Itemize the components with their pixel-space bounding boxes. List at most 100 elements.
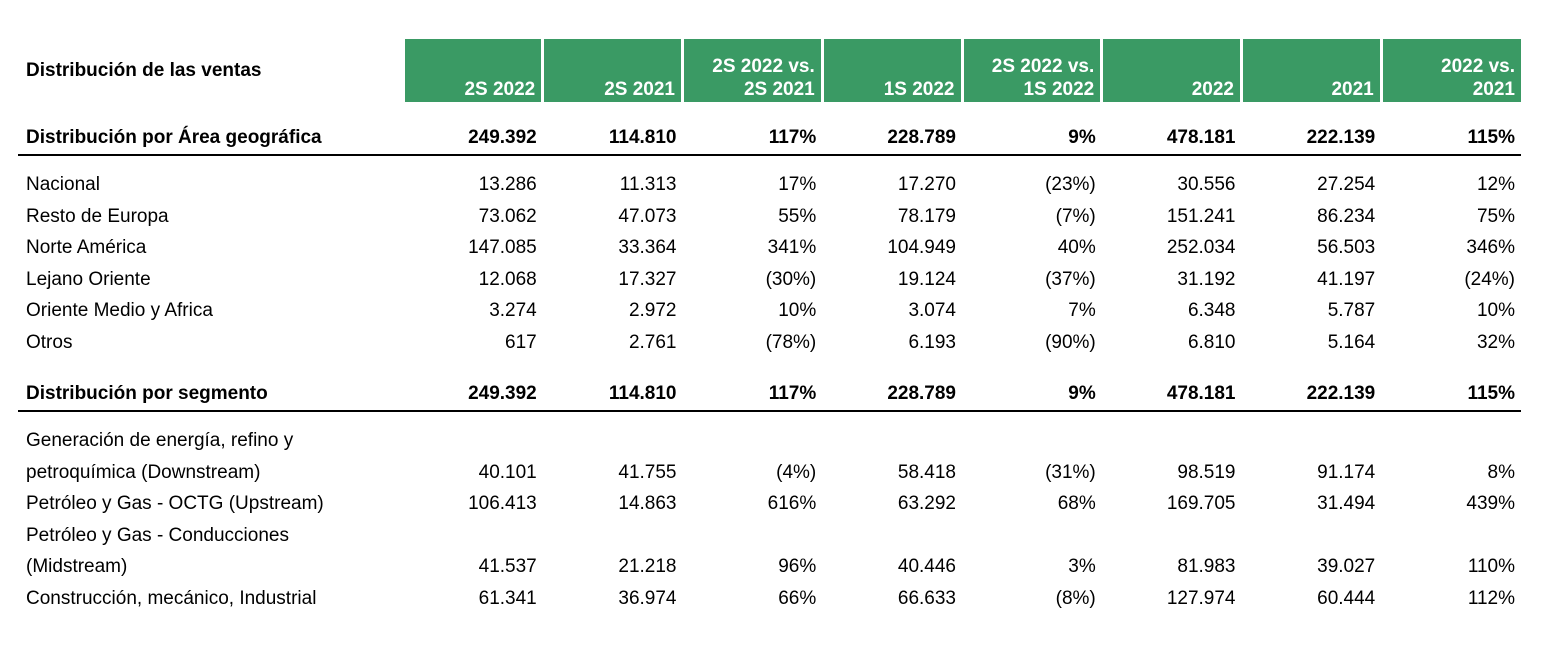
row-value-cell: (78%) [765, 331, 817, 353]
row-value-cell: (7%) [1055, 205, 1096, 227]
row-label: (Midstream) [26, 556, 128, 577]
row-value-cell: 17% [778, 174, 817, 195]
section-total-cell: 249.392 [403, 377, 543, 412]
row-value-cell: 10% [1476, 300, 1515, 321]
row-value-cell: 41.537 [478, 556, 537, 577]
section-total-cell: 478.181 [1101, 377, 1242, 412]
row-value-cell: 56.503 [1317, 237, 1376, 258]
empty-cell [543, 425, 683, 457]
row-value-cell: 66.633 [897, 587, 956, 609]
row-value-cell: 5.787 [1327, 300, 1376, 321]
table-row-resto-de-europa: Resto de Europa 73.062 47.073 55% 78.179 (7%)… [18, 201, 1521, 233]
row-label: Petróleo y Gas - OCTG (Upstream) [26, 493, 324, 514]
row-label: Construcción, mecánico, Industrial [26, 587, 317, 609]
column-header-2022-vs-2021: 2022 vs. 2021 [1379, 39, 1521, 102]
row-value-cell: 47.073 [618, 205, 677, 227]
spacer-cell [18, 411, 1521, 425]
row-value-cell: 81.983 [1177, 556, 1236, 577]
row-value-cell: 66% [778, 587, 817, 609]
row-value-cell: 33.364 [618, 237, 677, 258]
row-value-cell: 104.949 [887, 237, 956, 258]
row-value-cell: 11.313 [619, 174, 677, 195]
section-total-row: Distribución por segmento 249.392 114.810 1… [18, 377, 1521, 412]
row-value-cell: 12.068 [478, 268, 537, 290]
row-value-cell: (24%) [1464, 268, 1515, 290]
column-header-line: 2S 2022 [464, 79, 536, 100]
row-value-cell: 3.074 [908, 300, 956, 321]
empty-cell [1102, 425, 1242, 457]
column-header-1s-2022: 1S 2022 [820, 39, 962, 102]
empty-cell [403, 425, 543, 457]
row-value-cell: 41.197 [1317, 268, 1376, 290]
row-label: Nacional [26, 174, 100, 195]
header-row: Distribución de las ventas 2S 2022 2S 20… [18, 39, 1521, 102]
section-total-cell: 114.810 [542, 377, 683, 412]
row-value-cell: 106.413 [468, 493, 537, 514]
row-value-cell: 151.241 [1166, 205, 1236, 227]
empty-cell [962, 425, 1102, 457]
spacer-row [18, 358, 1521, 377]
section-total-cell: 222.139 [1241, 121, 1382, 156]
row-value-cell: (4%) [776, 461, 817, 483]
row-value-cell: 32% [1476, 331, 1515, 353]
row-value-cell: 6.193 [908, 331, 956, 353]
row-label: Resto de Europa [26, 205, 169, 227]
spacer-row [18, 155, 1521, 169]
table-row-nacional: Nacional 13.286 11.313 17% 17.270 (23%) 30.556… [18, 169, 1521, 201]
row-value-cell: 21.218 [618, 556, 677, 577]
row-label: Norte América [26, 237, 147, 258]
table-row-construccion-mecanico-industrial: Construcción, mecánico, Industrial 61.341… [18, 583, 1521, 615]
empty-cell [683, 425, 823, 457]
column-header-line: 2022 [1191, 79, 1234, 100]
section-total-cell: 117% [682, 121, 823, 156]
column-header-line: 2021 [1472, 79, 1515, 100]
row-value-cell: 13.286 [478, 174, 537, 195]
empty-cell [962, 520, 1102, 552]
section-total-cell: 222.139 [1241, 377, 1382, 412]
section-total-row: Distribución por Área geográfica 249.392 1… [18, 121, 1521, 156]
row-value-cell: 61.341 [478, 587, 537, 609]
row-value-cell: 68% [1057, 493, 1096, 514]
row-value-cell: (37%) [1045, 268, 1096, 290]
table-row-oriente-medio-y-africa: Oriente Medio y Africa 3.274 2.972 10% 3.074… [18, 295, 1521, 327]
empty-cell [1381, 425, 1521, 457]
row-value-cell: 616% [767, 493, 817, 514]
row-value-cell: 110% [1467, 556, 1515, 577]
row-value-cell: 78.179 [897, 205, 956, 227]
row-value-cell: 10% [778, 300, 817, 321]
section-total-cell: 117% [682, 377, 823, 412]
section-total-cell: 114.810 [542, 121, 683, 156]
spacer-row [18, 102, 1521, 121]
section-total-cell: 478.181 [1101, 121, 1242, 156]
empty-cell [683, 520, 823, 552]
empty-cell [403, 520, 543, 552]
row-value-cell: (90%) [1045, 331, 1096, 353]
row-value-cell: 27.254 [1317, 174, 1376, 195]
row-value-cell: 14.863 [618, 493, 677, 514]
empty-cell [1242, 425, 1382, 457]
row-value-cell: 40.101 [478, 461, 537, 483]
row-value-cell: 39.027 [1317, 556, 1376, 577]
row-value-cell: 17.327 [618, 268, 677, 290]
column-header-line: 2021 [1331, 79, 1374, 100]
row-value-cell: 346% [1466, 237, 1515, 258]
empty-cell [543, 520, 683, 552]
row-value-cell: 3% [1068, 556, 1096, 577]
column-header-line: 2S 2022 vs. [991, 56, 1095, 77]
empty-cell [1381, 520, 1521, 552]
row-value-cell: 12% [1476, 174, 1515, 195]
row-value-cell: 7% [1068, 300, 1096, 321]
row-value-cell: 2.972 [628, 300, 677, 321]
row-label: petroquímica (Downstream) [26, 461, 261, 483]
row-value-cell: 169.705 [1166, 493, 1236, 514]
row-label: Otros [26, 331, 73, 353]
section-total-cell: 228.789 [822, 121, 962, 156]
table-row-lejano-oriente: Lejano Oriente 12.068 17.327 (30%) 19.124 (37… [18, 264, 1521, 296]
section-total-cell: 228.789 [822, 377, 962, 412]
column-header-line: 2S 2022 vs. [712, 56, 815, 77]
row-value-cell: 55% [778, 205, 817, 227]
row-value-cell: 91.174 [1317, 461, 1376, 483]
section-total-cell: 249.392 [403, 121, 543, 156]
row-value-cell: 112% [1467, 587, 1515, 609]
table-row-midstream: (Midstream) 41.537 21.218 96% 40.446 3% 81.983… [18, 551, 1521, 583]
